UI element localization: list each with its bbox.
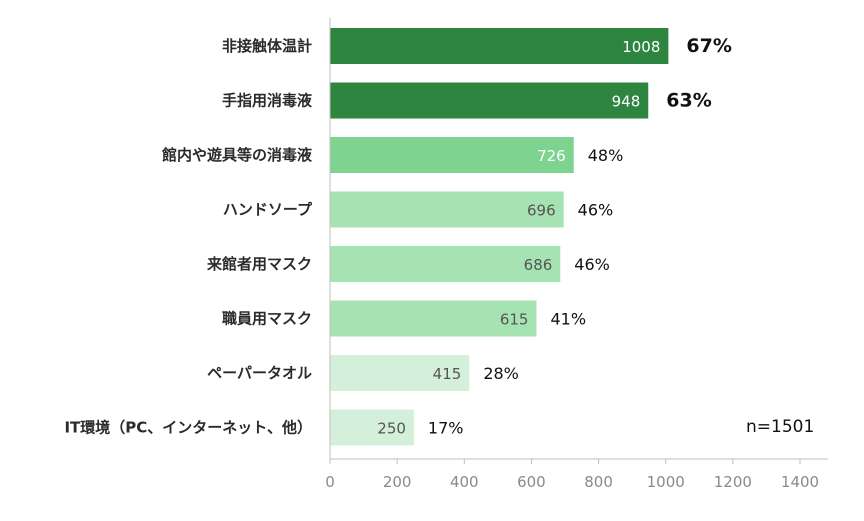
value-label: 696 (527, 202, 556, 220)
x-tick-label: 600 (517, 473, 546, 491)
x-tick-label: 400 (450, 473, 479, 491)
x-axis: 0 200 400 600 800 1000 1200 1400 (325, 18, 828, 491)
bars (330, 28, 669, 446)
category-label: 来館者用マスク (206, 255, 312, 273)
value-label: 250 (377, 420, 406, 438)
value-labels: 1008 948 726 696 686 615 415 250 (377, 38, 660, 438)
bar (330, 28, 669, 64)
category-label: 手指用消毒液 (222, 92, 313, 110)
bar (330, 355, 470, 391)
x-tick-label: 1400 (781, 473, 819, 491)
x-tick-label: 800 (584, 473, 613, 491)
percent-label: 41% (550, 310, 586, 329)
value-label: 415 (433, 365, 462, 383)
category-label: ハンドソープ (223, 201, 313, 219)
value-label: 948 (612, 93, 641, 111)
x-tick-label: 200 (383, 473, 412, 491)
percent-label: 67% (686, 35, 731, 57)
value-label: 726 (537, 147, 566, 165)
x-tick-label: 1200 (714, 473, 752, 491)
bar (330, 191, 564, 228)
bar (330, 409, 414, 446)
value-label: 615 (500, 311, 529, 329)
percent-labels: 67% 63% 48% 46% 46% 41% 28% 17% (428, 35, 732, 438)
category-label: 館内や遊具等の消毒液 (161, 146, 313, 164)
percent-label: 28% (483, 364, 519, 383)
bar (330, 300, 537, 337)
percent-label: 46% (578, 201, 614, 220)
percent-label: 46% (574, 255, 610, 274)
category-label: 職員用マスク (222, 310, 312, 328)
category-label: IT環境（PC、インターネット、他） (64, 419, 312, 437)
sample-size-annotation: n=1501 (746, 417, 814, 437)
bar (330, 246, 561, 282)
category-label: 非接触体温計 (222, 37, 312, 55)
percent-label: 63% (666, 90, 711, 112)
percent-label: 48% (588, 146, 624, 165)
value-label: 686 (524, 256, 553, 274)
category-label: ペーパータオル (207, 364, 312, 382)
value-label: 1008 (622, 38, 660, 56)
x-tick-label: 1000 (647, 473, 685, 491)
x-tick-label: 0 (325, 473, 335, 491)
category-labels: 非接触体温計手指用消毒液館内や遊具等の消毒液ハンドソープ来館者用マスク職員用マス… (64, 37, 313, 437)
bar (330, 137, 574, 173)
percent-label: 17% (428, 419, 464, 438)
bar (330, 82, 649, 119)
